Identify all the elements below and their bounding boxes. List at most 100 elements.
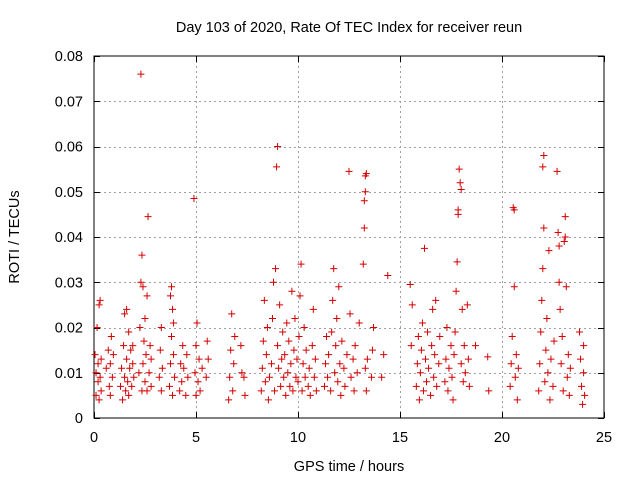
data-point [275, 364, 283, 372]
data-point [260, 296, 268, 304]
data-point [129, 342, 137, 350]
data-point [203, 337, 211, 345]
data-point [262, 351, 270, 359]
data-point [302, 346, 310, 354]
data-point [542, 346, 550, 354]
data-point [170, 319, 178, 327]
data-point [126, 364, 134, 372]
data-point [464, 355, 472, 363]
data-point [406, 281, 414, 289]
y-tick-label: 0.04 [55, 230, 83, 246]
data-point [225, 396, 233, 404]
data-point [300, 324, 308, 331]
data-point [193, 319, 201, 327]
data-point [540, 152, 548, 160]
data-point [140, 337, 148, 345]
data-point [484, 353, 492, 361]
data-point [429, 305, 437, 313]
data-point [109, 351, 117, 359]
data-point [157, 387, 165, 395]
data-point [321, 382, 329, 390]
data-point [176, 387, 184, 395]
data-point [453, 258, 461, 266]
data-point [349, 355, 357, 363]
data-point [541, 378, 549, 386]
data-point [147, 355, 155, 363]
data-point [279, 328, 287, 336]
data-point [97, 387, 105, 395]
data-point [537, 328, 545, 336]
data-point [444, 387, 452, 395]
grid-lines [94, 56, 604, 418]
data-point [369, 324, 377, 331]
data-point [281, 351, 289, 359]
data-point [267, 360, 275, 368]
data-point [561, 213, 569, 221]
data-point [285, 337, 293, 345]
data-point [259, 337, 267, 345]
data-point [191, 369, 199, 377]
data-point [125, 391, 133, 399]
data-point [538, 296, 546, 304]
data-point [511, 373, 519, 381]
data-point [119, 396, 127, 404]
data-point [272, 265, 280, 273]
data-point [263, 324, 271, 331]
data-point [178, 378, 186, 386]
data-point [413, 360, 421, 368]
data-point [137, 70, 145, 78]
data-point [96, 296, 104, 304]
data-point [328, 328, 336, 336]
data-point [465, 382, 473, 390]
data-point [289, 387, 297, 395]
data-point [106, 391, 114, 399]
x-tick-label: 15 [392, 430, 408, 446]
data-point [507, 360, 515, 368]
data-point [144, 213, 152, 221]
data-point [157, 324, 165, 331]
data-point [290, 346, 298, 354]
data-point [384, 271, 392, 279]
data-point [554, 228, 562, 236]
data-point [560, 238, 568, 246]
data-point [360, 197, 368, 205]
data-point [190, 195, 198, 203]
x-tick-label: 0 [90, 430, 98, 446]
data-point [129, 360, 137, 368]
data-point [107, 333, 115, 341]
data-point [412, 382, 420, 390]
data-point [536, 360, 544, 368]
data-point [257, 387, 265, 395]
data-point [418, 319, 426, 327]
data-point [130, 373, 138, 381]
data-point [168, 283, 176, 291]
y-tick-label: 0.06 [55, 140, 83, 156]
data-point [142, 351, 150, 359]
data-point [93, 324, 101, 331]
data-point [327, 387, 335, 395]
data-point [422, 355, 429, 363]
data-point [293, 355, 301, 363]
data-point [305, 364, 313, 372]
data-point [301, 373, 309, 381]
data-point [182, 391, 190, 399]
data-point [105, 382, 113, 390]
data-point [433, 382, 441, 390]
y-tick-label: 0.02 [55, 321, 83, 337]
data-point [292, 373, 300, 381]
y-tick-label: 0.05 [55, 185, 83, 201]
data-point [120, 342, 128, 350]
data-point [460, 342, 468, 350]
data-point [274, 143, 282, 150]
data-point [445, 364, 453, 372]
data-point [415, 396, 423, 404]
data-point [195, 355, 203, 363]
data-point [341, 382, 349, 390]
data-point [359, 260, 367, 268]
data-point [118, 364, 126, 372]
data-point [261, 378, 269, 386]
data-point [330, 265, 338, 273]
data-point [155, 373, 163, 381]
data-point [559, 387, 567, 395]
